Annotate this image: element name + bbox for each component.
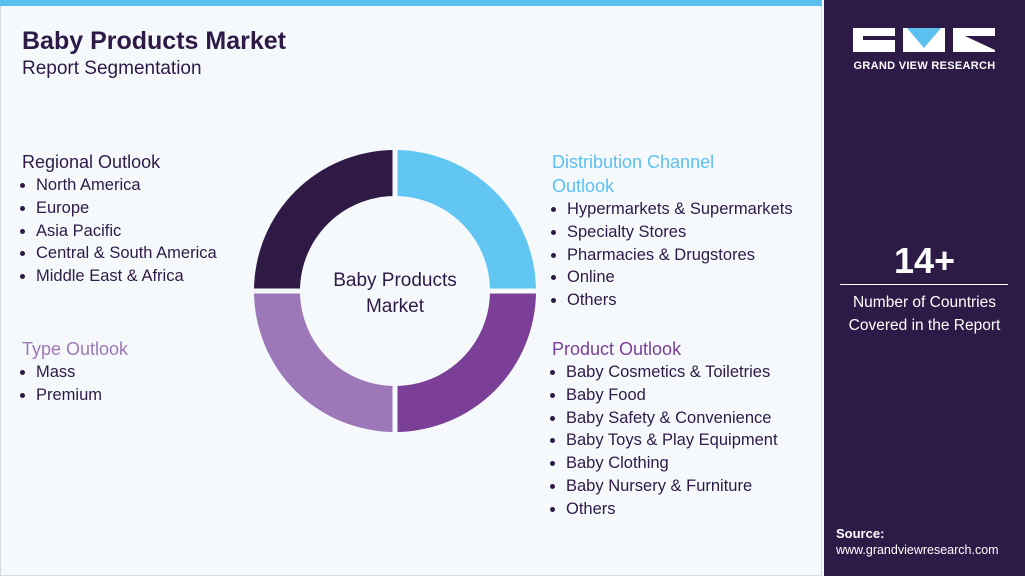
item-list: North AmericaEuropeAsia PacificCentral &… xyxy=(22,174,217,288)
list-item: Baby Safety & Convenience xyxy=(566,407,778,430)
item-list: MassPremium xyxy=(22,361,128,407)
source-url: www.grandviewresearch.com xyxy=(836,543,999,557)
list-item: Online xyxy=(567,266,793,289)
section-title: Regional Outlook xyxy=(22,152,161,172)
stat-label: Number of Countries Covered in the Repor… xyxy=(848,294,1001,334)
center-label: Baby Products Market xyxy=(333,270,457,317)
list-item: Pharmacies & Drugstores xyxy=(567,244,793,267)
section: Regional Outlook North AmericaEuropeAsia… xyxy=(22,150,217,288)
section: Product Outlook Baby Cosmetics & Toiletr… xyxy=(552,337,778,521)
list-item: Hypermarkets & Supermarkets xyxy=(567,198,793,221)
segment xyxy=(254,150,395,291)
list-item: Baby Food xyxy=(566,384,778,407)
section-title: Product Outlook xyxy=(552,339,682,359)
source-label: Source: xyxy=(836,526,885,541)
sidebar xyxy=(824,0,1025,576)
list-item: Premium xyxy=(36,384,128,407)
section-title: Type Outlook xyxy=(22,339,129,359)
donut xyxy=(250,146,540,436)
divider xyxy=(840,284,1008,285)
list-item: Others xyxy=(567,289,793,312)
list-item: Middle East & Africa xyxy=(36,265,217,288)
subtitle: Report Segmentation xyxy=(22,58,202,79)
list-item: Baby Nursery & Furniture xyxy=(566,475,778,498)
brand: GRAND VIEW RESEARCH xyxy=(853,60,996,72)
list-item: Specialty Stores xyxy=(567,221,793,244)
list-item: Europe xyxy=(36,197,217,220)
segment xyxy=(395,291,536,432)
item-list: Hypermarkets & SupermarketsSpecialty Sto… xyxy=(553,198,793,312)
list-item: Baby Toys & Play Equipment xyxy=(566,429,778,452)
list-item: North America xyxy=(36,174,217,197)
top-bar xyxy=(0,0,822,6)
list-item: Others xyxy=(566,498,778,521)
list-item: Baby Clothing xyxy=(566,452,778,475)
segment xyxy=(395,150,536,291)
segment xyxy=(254,291,395,432)
logo xyxy=(853,28,995,52)
list-item: Central & South America xyxy=(36,242,217,265)
list-item: Mass xyxy=(36,361,128,384)
section-title: Distribution Channel Outlook xyxy=(552,152,715,196)
list-item: Baby Cosmetics & Toiletries xyxy=(566,361,778,384)
list-item: Asia Pacific xyxy=(36,220,217,243)
title: Baby Products Market xyxy=(22,27,286,55)
section: Distribution Channel Outlook Hypermarket… xyxy=(552,150,793,312)
item-list: Baby Cosmetics & ToiletriesBaby FoodBaby… xyxy=(552,361,778,521)
section: Type Outlook MassPremium xyxy=(22,337,128,407)
stat: 14+ xyxy=(893,240,956,281)
